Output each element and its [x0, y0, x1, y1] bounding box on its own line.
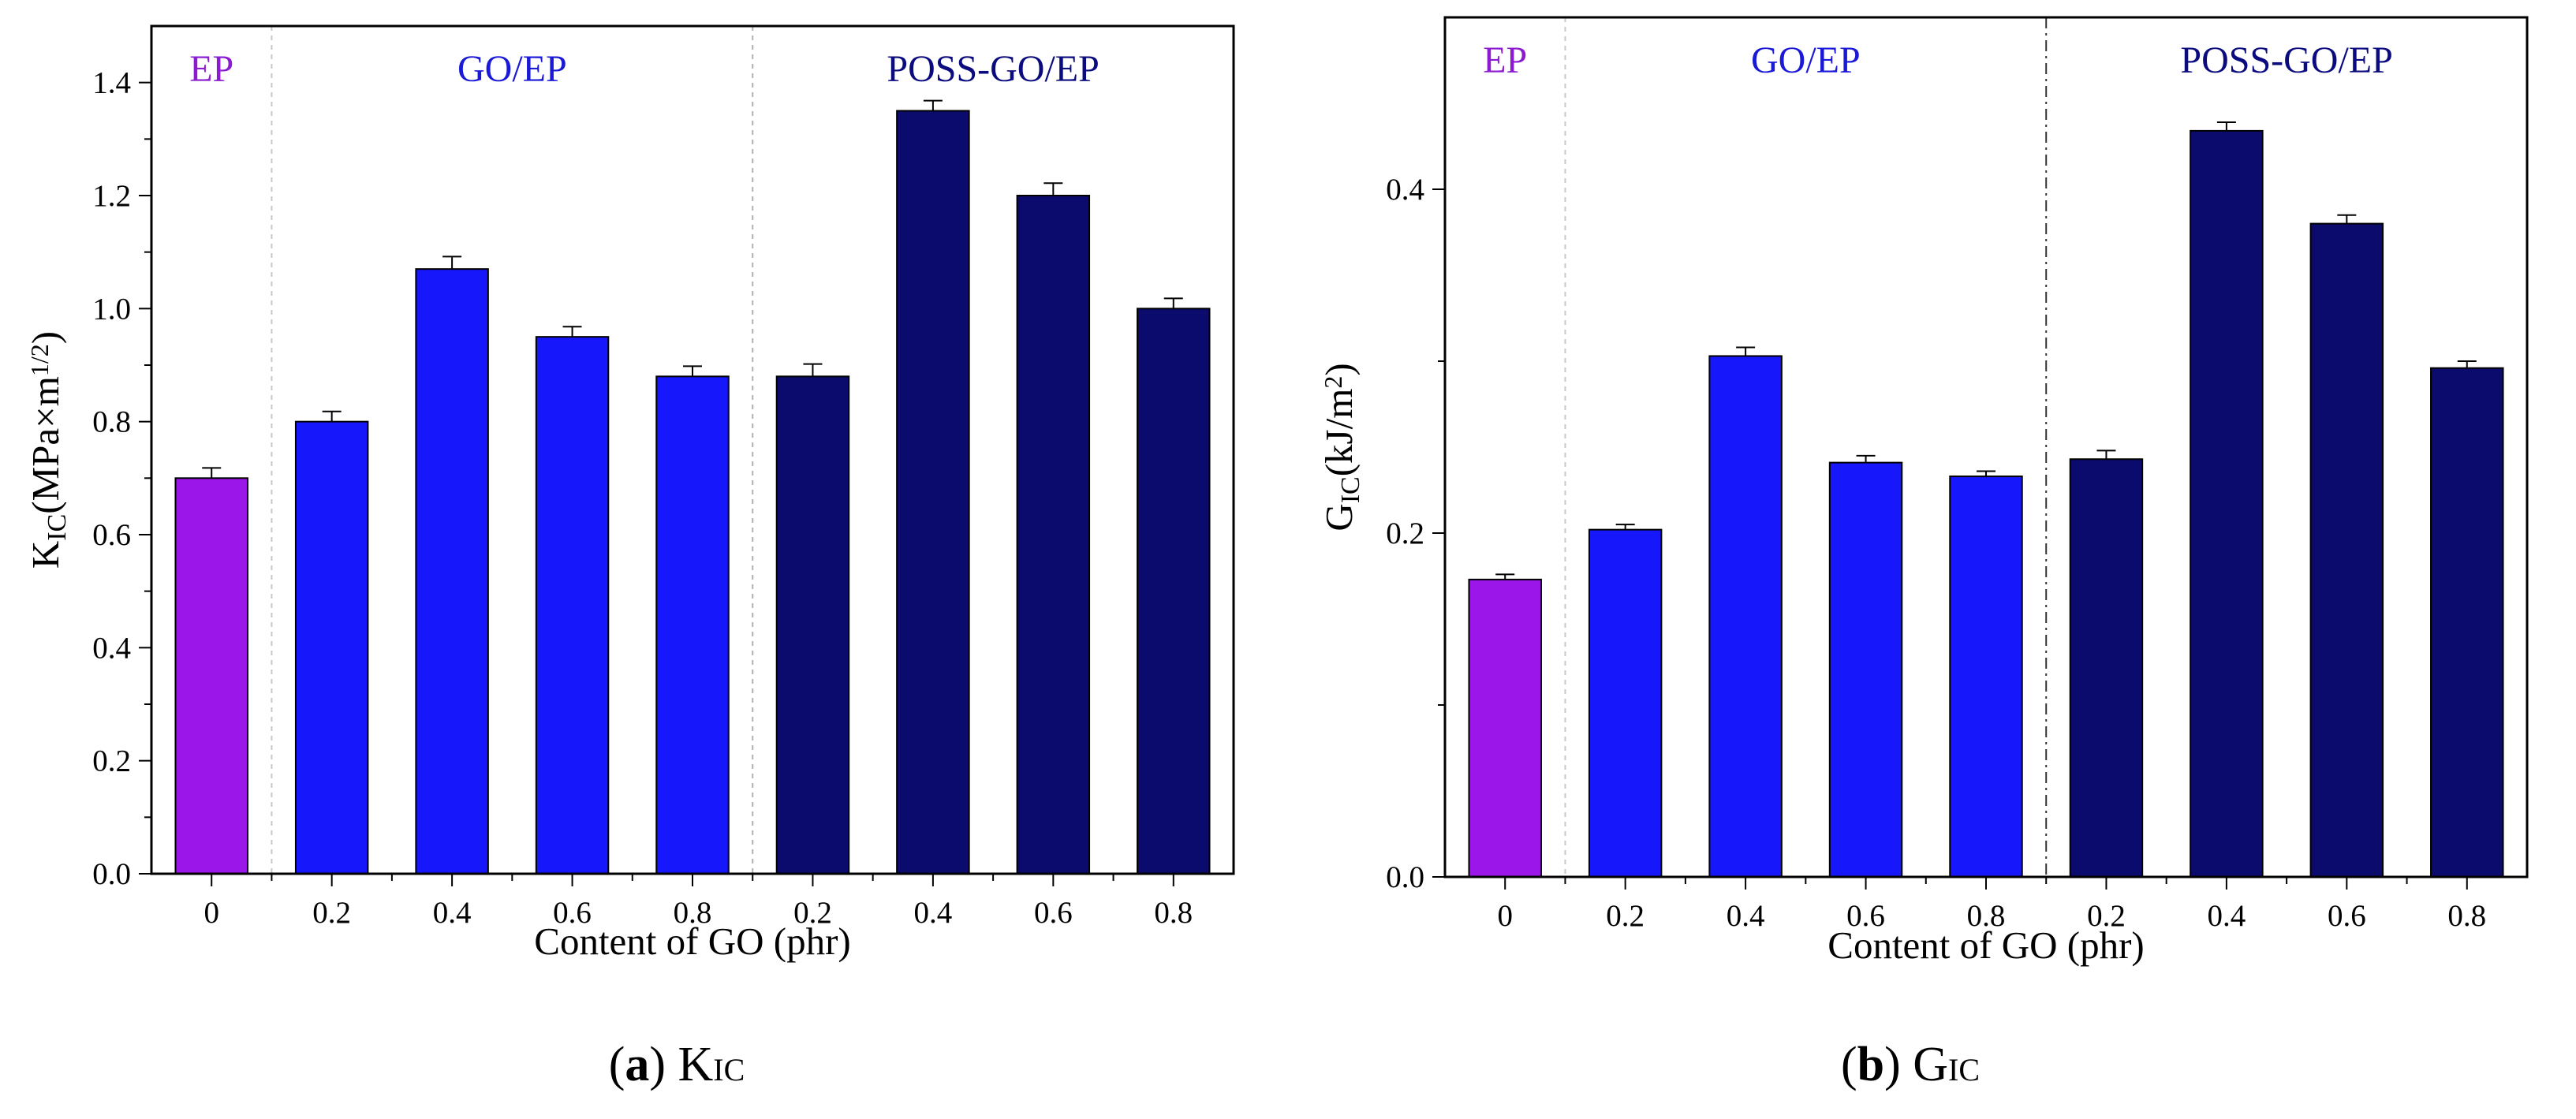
- bar: [1137, 308, 1211, 875]
- y-tick-label: 1.4: [92, 66, 131, 100]
- y-axis-title-close: ): [1317, 363, 1361, 375]
- group-label-poss-go-ep: POSS-GO/EP: [887, 48, 1099, 90]
- bar: [1828, 461, 1903, 878]
- plot-frame: [1443, 16, 2529, 878]
- group-label-go-ep: GO/EP: [457, 48, 567, 90]
- caption-symbol: G: [1913, 1038, 1948, 1091]
- x-axis-title: Content of GO (phr): [534, 919, 850, 963]
- bar: [1016, 195, 1091, 875]
- bar: [415, 268, 489, 875]
- x-tick-label: 0.2: [793, 896, 832, 930]
- group-label-ep: EP: [1483, 39, 1527, 81]
- x-tick-label: 0: [203, 896, 219, 930]
- plot-frame: [150, 24, 1235, 875]
- x-tick-label: 0.4: [433, 896, 472, 930]
- x-tick-label: 0.2: [312, 896, 351, 930]
- bar: [896, 110, 970, 875]
- y-tick-label: 0.2: [1386, 517, 1424, 550]
- bar: [294, 420, 369, 875]
- x-tick-label: 0.8: [2447, 899, 2486, 933]
- panel-b-gic-chart: EP GO/EP POSS-GO/EP 0 0.2 0.4 0.6 0.8 0.2 0.4 0.6 0…: [1317, 16, 2529, 1091]
- bar: [1588, 528, 1663, 878]
- y-axis-title: GIC(kJ/m2): [1317, 363, 1365, 531]
- y-axis-title-close: ): [24, 331, 67, 344]
- bar: [1708, 355, 1783, 878]
- x-tick-label: 0.4: [2208, 899, 2246, 933]
- y-axis-title-superscript: 2: [1319, 376, 1347, 389]
- x-tick-label: 0.2: [2087, 899, 2126, 933]
- caption-letter: b: [1857, 1038, 1884, 1091]
- bar: [2190, 129, 2264, 878]
- panel-caption: (a) KIC: [609, 1038, 745, 1091]
- caption-paren-open: (: [1841, 1038, 1857, 1091]
- x-axis-title: Content of GO (phr): [1827, 923, 2144, 967]
- panel-a-kic-chart: EP GO/EP POSS-GO/EP 0 0.2 0.4 0.6 0.8 0.2 0.4 0.6 0…: [24, 24, 1235, 1091]
- bar: [535, 336, 610, 875]
- bar: [775, 375, 850, 875]
- y-tick-label: 0.0: [1386, 860, 1424, 894]
- caption-symbol-sub: IC: [1948, 1052, 1980, 1087]
- y-tick-label: 0.2: [92, 744, 131, 778]
- group-label-go-ep: GO/EP: [1751, 39, 1861, 81]
- group-label-poss-go-ep: POSS-GO/EP: [2180, 39, 2392, 81]
- y-tick-label: 1.0: [92, 292, 131, 326]
- bar: [2069, 458, 2144, 878]
- caption-paren-close: ): [649, 1038, 678, 1091]
- panel-caption: (b) GIC: [1841, 1038, 1980, 1091]
- y-tick-label: 0.6: [92, 518, 131, 552]
- caption-paren-close: ): [1884, 1038, 1913, 1091]
- y-tick-label: 0.4: [1386, 173, 1424, 207]
- caption-letter: a: [625, 1038, 649, 1091]
- x-tick-label: 0.6: [2328, 899, 2366, 933]
- bar: [2430, 367, 2504, 878]
- x-tick-label: 0.8: [1967, 899, 2006, 933]
- y-axis-title-symbol: K: [24, 541, 67, 569]
- bar: [1949, 476, 2023, 878]
- bar: [2309, 222, 2384, 878]
- bar: [1468, 578, 1542, 878]
- x-tick-label: 0: [1497, 899, 1513, 933]
- y-tick-label: 0.4: [92, 631, 131, 665]
- x-tick-label: 0.6: [1846, 899, 1885, 933]
- caption-paren-open: (: [609, 1038, 625, 1091]
- x-tick-label: 0.8: [674, 896, 712, 930]
- x-tick-label: 0.8: [1154, 896, 1193, 930]
- x-tick-label: 0.2: [1606, 899, 1645, 933]
- bar: [655, 375, 730, 875]
- x-tick-label: 0.6: [553, 896, 592, 930]
- y-axis-title: KIC(MPa×m1/2): [24, 331, 72, 569]
- y-tick-label: 0.8: [92, 405, 131, 439]
- y-axis-title-subscript: IC: [43, 514, 72, 541]
- y-axis-title-subscript: IC: [1336, 476, 1365, 503]
- y-tick-label: 1.2: [92, 179, 131, 213]
- caption-symbol-sub: IC: [713, 1052, 745, 1087]
- y-axis-title-superscript: 1/2: [25, 344, 54, 376]
- x-tick-label: 0.4: [914, 896, 953, 930]
- y-axis-title-symbol: G: [1317, 503, 1361, 531]
- y-tick-label: 0.0: [92, 857, 131, 891]
- x-tick-label: 0.6: [1034, 896, 1073, 930]
- caption-symbol: K: [678, 1038, 714, 1091]
- bar: [174, 477, 248, 875]
- group-label-ep: EP: [189, 48, 233, 90]
- y-axis-title-unit: (MPa×m: [24, 376, 67, 514]
- y-axis-title-unit: (kJ/m: [1317, 389, 1361, 477]
- x-tick-label: 0.4: [1727, 899, 1765, 933]
